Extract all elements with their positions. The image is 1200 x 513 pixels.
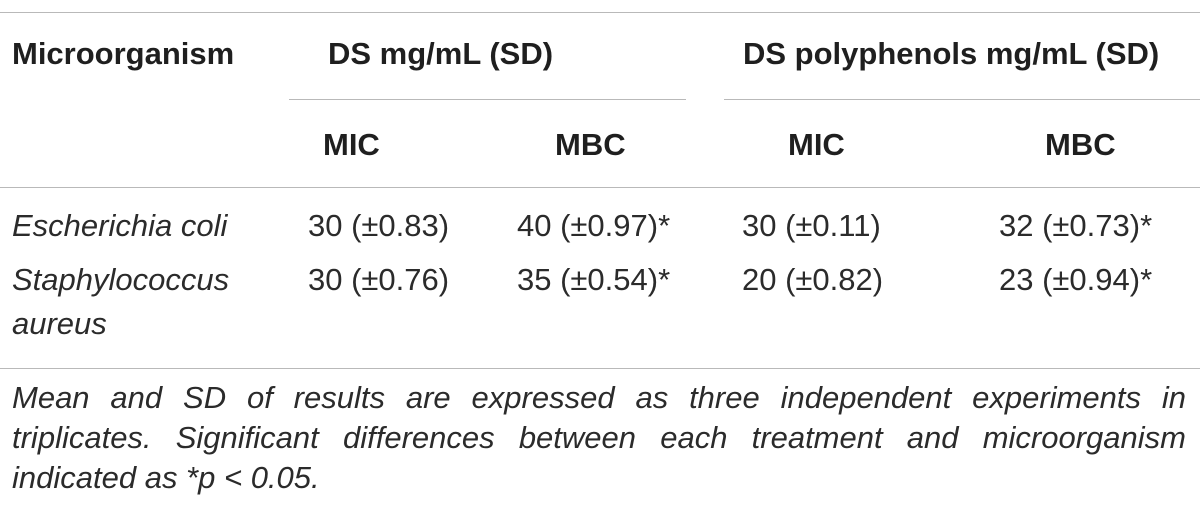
row-2-poly-mbc: 23 (±0.94)* xyxy=(999,262,1153,297)
row-1-ds-mbc: 40 (±0.97)* xyxy=(517,208,671,243)
header-poly-mic: MIC xyxy=(788,127,845,162)
table-top-rule xyxy=(0,12,1200,13)
group-rule-ds xyxy=(289,99,686,100)
header-ds-mic: MIC xyxy=(323,127,380,162)
table-bottom-rule xyxy=(0,368,1200,369)
row-1-organism: Escherichia coli xyxy=(12,208,228,243)
row-1-poly-mic: 30 (±0.11) xyxy=(742,208,881,243)
row-2-organism-line-1: Staphylococcus xyxy=(12,262,230,297)
row-2-poly-mic: 20 (±0.82) xyxy=(742,262,884,297)
row-2-organism-line-2: aureus xyxy=(12,306,107,341)
header-group-polyphenols: DS polyphenols mg/mL (SD) xyxy=(743,36,1160,71)
header-group-ds: DS mg/mL (SD) xyxy=(328,36,554,71)
table-header-rule xyxy=(0,187,1200,188)
group-rule-polyphenols xyxy=(724,99,1200,100)
row-1-ds-mic: 30 (±0.83) xyxy=(308,208,450,243)
table-footnote: Mean and SD of results are expressed as … xyxy=(12,380,1186,495)
row-1-poly-mbc: 32 (±0.73)* xyxy=(999,208,1153,243)
header-microorganism: Microorganism xyxy=(12,36,235,71)
row-2-ds-mic: 30 (±0.76) xyxy=(308,262,450,297)
header-poly-mbc: MBC xyxy=(1045,127,1116,162)
header-ds-mbc: MBC xyxy=(555,127,626,162)
row-2-ds-mbc: 35 (±0.54)* xyxy=(517,262,671,297)
